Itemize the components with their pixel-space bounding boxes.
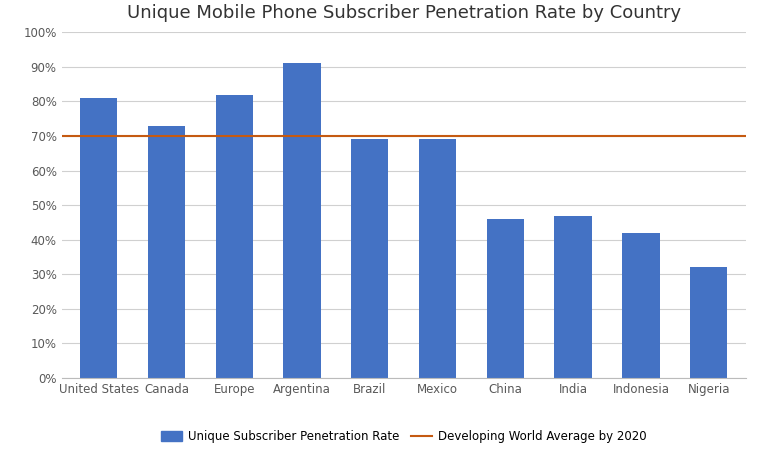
Bar [554,215,592,378]
Bar [148,125,185,378]
Bar [351,139,388,378]
Title: Unique Mobile Phone Subscriber Penetration Rate by Country: Unique Mobile Phone Subscriber Penetrati… [127,5,681,23]
Bar [284,63,321,378]
Legend: Unique Subscriber Penetration Rate, Developing World Average by 2020: Unique Subscriber Penetration Rate, Deve… [156,426,651,448]
Bar [80,98,118,378]
Bar [622,233,660,378]
Bar [215,95,253,378]
Bar [690,267,727,378]
Bar [487,219,524,378]
Bar [419,139,456,378]
